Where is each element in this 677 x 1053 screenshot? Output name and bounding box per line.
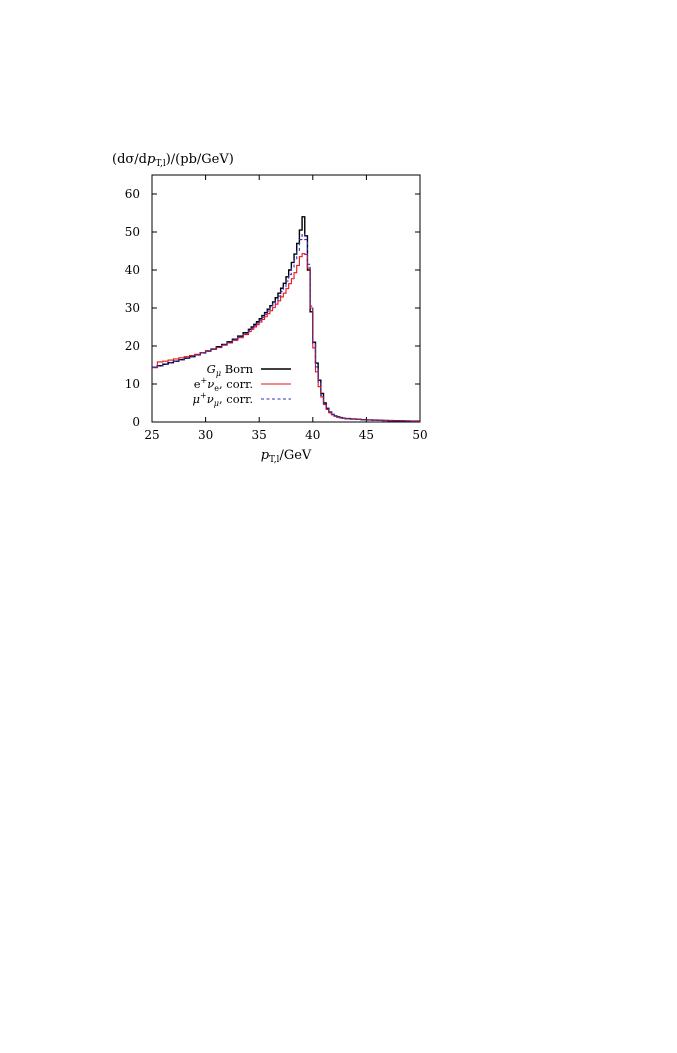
legend-label: μ+νμ, corr. (193, 391, 253, 408)
x-tick-label: 45 (359, 428, 374, 442)
plot-frame (151, 174, 421, 423)
y-tick-label: 40 (125, 263, 140, 277)
y-tick-label: 60 (125, 187, 140, 201)
y-tick-labels: 0 10 20 30 40 50 60 (125, 187, 140, 429)
x-tick-label: 35 (252, 428, 267, 442)
y-tick-label: 30 (125, 301, 140, 315)
axis-ticks (151, 175, 421, 423)
y-axis-label: (dσ/dpT,l)/(pb/GeV) (112, 152, 234, 169)
y-tick-label: 0 (132, 415, 140, 429)
series-gmu-born (152, 216, 420, 422)
y-tick-label: 50 (125, 225, 140, 239)
x-tick-labels: 25 30 35 40 45 50 (144, 428, 427, 442)
x-tick-label: 50 (412, 428, 427, 442)
y-tick-label: 10 (125, 377, 140, 391)
x-tick-label: 30 (198, 428, 213, 442)
x-axis-label: pT,l/GeV (261, 448, 312, 465)
y-tick-label: 20 (125, 339, 140, 353)
x-tick-label: 25 (144, 428, 159, 442)
series-group (152, 216, 420, 422)
legend-label: e+νe, corr. (194, 376, 253, 393)
series-mu-nu-corr (152, 233, 420, 422)
x-tick-label: 40 (305, 428, 320, 442)
legend-label: Gμ Born (207, 362, 254, 378)
